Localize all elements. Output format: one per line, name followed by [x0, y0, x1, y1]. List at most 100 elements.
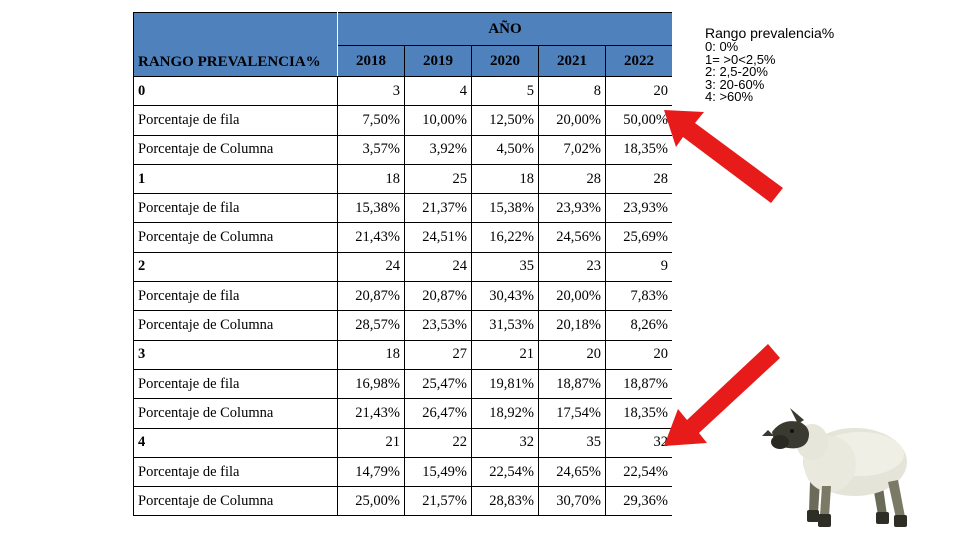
legend-item: 2: 2,5-20% [705, 64, 768, 79]
percentage-row: Porcentaje de fila 20,87% 20,87% 30,43% 20,0… [133, 281, 672, 312]
value-cell: 23,53% [404, 310, 472, 341]
value-cell: 28 [538, 163, 606, 195]
value-cell: 3 [337, 75, 405, 107]
value-cell: 15,49% [404, 456, 472, 488]
value-cell: 20,00% [538, 281, 606, 312]
value-cell: 28,83% [471, 486, 539, 517]
legend-item: 4: >60% [705, 89, 754, 104]
percentage-label-cell: Porcentaje de fila [133, 105, 338, 136]
legend-title: Rango prevalencia% [705, 25, 835, 41]
value-cell: 23,93% [538, 193, 606, 224]
value-cell: 18,87% [605, 368, 672, 400]
value-cell: 27 [404, 339, 472, 370]
value-cell: 25,00% [337, 486, 405, 517]
value-cell: 22 [404, 427, 472, 458]
value-cell: 21,43% [337, 398, 405, 429]
percentage-row: Porcentaje de fila 7,50% 10,00% 12,50% 20,00… [133, 105, 672, 136]
range-label-cell: 2 [133, 251, 338, 283]
percentage-row: Porcentaje de fila 15,38% 21,37% 15,38% 23,9… [133, 193, 672, 224]
percentage-row: Porcentaje de Columna 21,43% 24,51% 16,22% 2… [133, 222, 672, 253]
value-cell: 30,70% [538, 486, 606, 517]
value-cell: 18 [337, 339, 405, 370]
year-header: 2019 [404, 45, 472, 77]
value-cell: 25 [404, 163, 472, 195]
value-cell: 20,87% [337, 281, 405, 312]
value-cell: 15,38% [471, 193, 539, 224]
value-cell: 32 [605, 427, 672, 458]
prevalence-table: RANGO PREVALENCIA% AÑO 2018 2019 2020 20… [133, 12, 672, 517]
value-cell: 20 [538, 339, 606, 370]
range-label-cell: 3 [133, 339, 338, 370]
value-cell: 31,53% [471, 310, 539, 341]
value-cell: 17,54% [538, 398, 606, 429]
value-cell: 21,43% [337, 222, 405, 253]
value-cell: 25,69% [605, 222, 672, 253]
value-cell: 50,00% [605, 105, 672, 136]
percentage-label-cell: Porcentaje de fila [133, 193, 338, 224]
value-cell: 10,00% [404, 105, 472, 136]
percentage-label-cell: Porcentaje de fila [133, 281, 338, 312]
value-cell: 18 [337, 163, 405, 195]
value-cell: 24,56% [538, 222, 606, 253]
value-cell: 8 [538, 75, 606, 107]
percentage-row: Porcentaje de Columna 3,57% 3,92% 4,50% 7,02… [133, 134, 672, 165]
range-group-row: 3 18 27 21 20 20 [133, 339, 672, 370]
percentage-label-cell: Porcentaje de fila [133, 456, 338, 488]
value-cell: 24 [337, 251, 405, 283]
rango-header: RANGO PREVALENCIA% [133, 12, 338, 77]
percentage-row: Porcentaje de Columna 28,57% 23,53% 31,53% 2… [133, 310, 672, 341]
percentage-label-cell: Porcentaje de Columna [133, 134, 338, 165]
value-cell: 8,26% [605, 310, 672, 341]
value-cell: 32 [471, 427, 539, 458]
value-cell: 4 [404, 75, 472, 107]
value-cell: 14,79% [337, 456, 405, 488]
value-cell: 7,02% [538, 134, 606, 165]
value-cell: 15,38% [337, 193, 405, 224]
value-cell: 18,87% [538, 368, 606, 400]
legend-item: 1= >0<2,5% [705, 51, 776, 67]
value-cell: 21,57% [404, 486, 472, 517]
value-cell: 19,81% [471, 368, 539, 400]
value-cell: 20,87% [404, 281, 472, 312]
percentage-label-cell: Porcentaje de Columna [133, 486, 338, 517]
percentage-label-cell: Porcentaje de fila [133, 368, 338, 400]
value-cell: 7,50% [337, 105, 405, 136]
year-header: 2022 [605, 45, 672, 77]
value-cell: 18 [471, 163, 539, 195]
value-cell: 16,98% [337, 368, 405, 400]
value-cell: 16,22% [471, 222, 539, 253]
value-cell: 26,47% [404, 398, 472, 429]
percentage-row: Porcentaje de Columna 21,43% 26,47% 18,92% 1… [133, 398, 672, 429]
year-header: 2018 [337, 45, 405, 77]
value-cell: 22,54% [471, 456, 539, 488]
value-cell: 23,93% [605, 193, 672, 224]
sheep-icon [762, 408, 907, 527]
legend: Rango prevalencia% 0: 0% 1= >0<2,5% 2: 2… [705, 26, 834, 104]
value-cell: 24,51% [404, 222, 472, 253]
value-cell: 30,43% [471, 281, 539, 312]
value-cell: 35 [471, 251, 539, 283]
value-cell: 24 [404, 251, 472, 283]
table-body: 0 3 4 5 8 20 Porcentaje de fila 7,50% 10,00% 12,5… [133, 75, 672, 517]
value-cell: 25,47% [404, 368, 472, 400]
percentage-label-cell: Porcentaje de Columna [133, 222, 338, 253]
range-group-row: 0 3 4 5 8 20 [133, 75, 672, 107]
prevalence-table-container: RANGO PREVALENCIA% AÑO 2018 2019 2020 20… [133, 12, 672, 551]
value-cell: 21,37% [404, 193, 472, 224]
percentage-row: Porcentaje de fila 16,98% 25,47% 19,81% 18,8… [133, 368, 672, 400]
value-cell: 21 [471, 339, 539, 370]
year-header: 2021 [538, 45, 606, 77]
value-cell: 22,54% [605, 456, 672, 488]
value-cell: 9 [605, 251, 672, 283]
value-cell: 21 [337, 427, 405, 458]
percentage-label-cell: Porcentaje de Columna [133, 310, 338, 341]
percentage-row: Porcentaje de fila 14,79% 15,49% 22,54% 24,6… [133, 456, 672, 488]
value-cell: 18,35% [605, 398, 672, 429]
legend-item: 3: 20-60% [705, 76, 765, 92]
value-cell: 28,57% [337, 310, 405, 341]
range-label-cell: 4 [133, 427, 338, 458]
value-cell: 24,65% [538, 456, 606, 488]
red-arrow-icon [664, 344, 780, 446]
value-cell: 20,18% [538, 310, 606, 341]
